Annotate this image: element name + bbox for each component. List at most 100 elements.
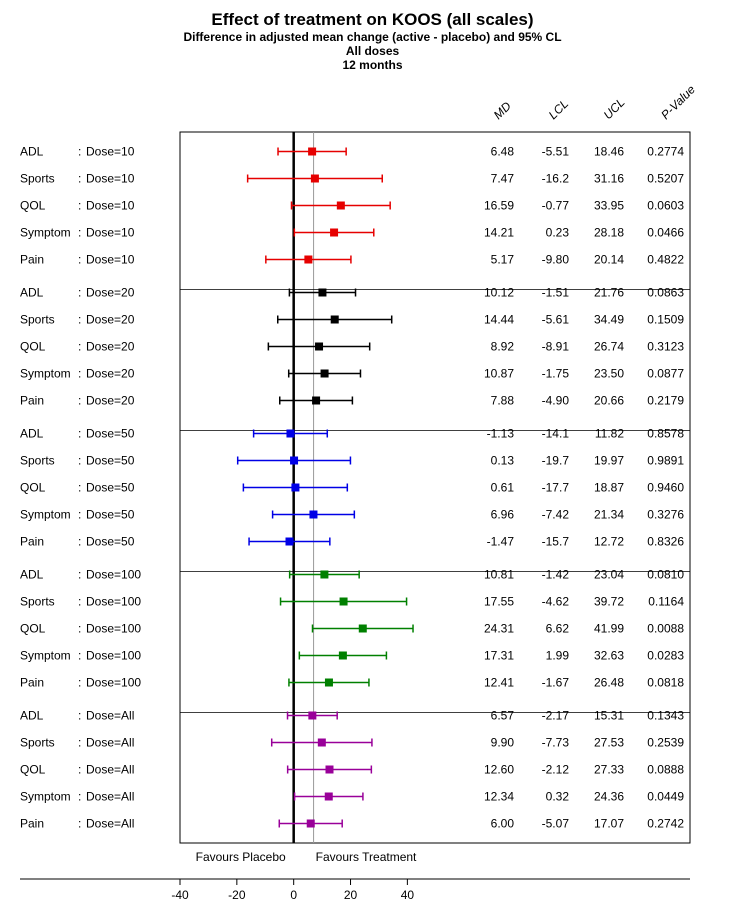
stat-value: 0.8578 [647,427,684,441]
row-scale-label: ADL [20,568,44,582]
stat-value: 0.0088 [647,622,684,636]
stat-value: 0.61 [491,481,515,495]
stat-value: -0.77 [542,199,570,213]
stat-value: 9.90 [491,736,515,750]
stat-value: 0.0603 [647,199,684,213]
stat-value: 20.66 [594,394,624,408]
stat-value: 17.31 [484,649,514,663]
stat-value: 0.0466 [647,226,684,240]
row-dose-label: Dose=10 [86,253,135,267]
x-tick-label: -20 [228,888,246,902]
row-scale-label: Symptom [20,649,71,663]
stat-value: -14.1 [542,427,570,441]
row-colon: : [78,427,81,441]
chart-title-sub3: 12 months [10,58,735,72]
row-dose-label: Dose=All [86,817,134,831]
stat-value: 18.87 [594,481,624,495]
row-scale-label: Sports [20,736,55,750]
row-scale-label: QOL [20,481,46,495]
row-dose-label: Dose=20 [86,367,135,381]
point-marker [325,766,333,774]
stat-value: -1.42 [542,568,570,582]
stat-value: 0.9891 [647,454,684,468]
stat-value: 28.18 [594,226,624,240]
stat-value: 0.0810 [647,568,684,582]
stat-value: 0.3123 [647,340,684,354]
point-marker [312,397,320,405]
stat-value: -4.62 [542,595,570,609]
point-marker [309,511,317,519]
stat-value: -1.75 [542,367,570,381]
stat-value: -9.80 [542,253,570,267]
stat-value: 14.44 [484,313,514,327]
stat-value: 0.1509 [647,313,684,327]
stat-value: 10.87 [484,367,514,381]
stat-value: 6.96 [491,508,515,522]
chart-title-sub2: All doses [10,44,735,58]
row-dose-label: Dose=100 [86,676,141,690]
stat-value: -1.67 [542,676,570,690]
point-marker [337,202,345,210]
point-marker [359,625,367,633]
column-header: MD [491,99,514,122]
row-dose-label: Dose=10 [86,145,135,159]
column-header: LCL [546,97,571,122]
stat-value: 1.99 [546,649,570,663]
stat-value: 6.00 [491,817,515,831]
row-scale-label: Symptom [20,790,71,804]
row-colon: : [78,394,81,408]
point-marker [325,679,333,687]
stat-value: 11.82 [595,427,624,441]
row-dose-label: Dose=10 [86,226,135,240]
row-colon: : [78,763,81,777]
row-colon: : [78,172,81,186]
row-scale-label: Sports [20,172,55,186]
stat-value: 0.5207 [647,172,684,186]
favours-left-label: Favours Placebo [196,850,286,864]
row-scale-label: Sports [20,313,55,327]
row-dose-label: Dose=50 [86,427,135,441]
stat-value: 0.0283 [647,649,684,663]
row-colon: : [78,676,81,690]
row-colon: : [78,145,81,159]
stat-value: 27.33 [594,763,624,777]
stat-value: -1.47 [487,535,515,549]
stat-value: -19.7 [542,454,570,468]
stat-value: 21.34 [594,508,624,522]
stat-value: 0.13 [491,454,515,468]
stat-value: 0.8326 [647,535,684,549]
row-scale-label: Sports [20,454,55,468]
stat-value: 23.50 [594,367,624,381]
stat-value: 5.17 [491,253,515,267]
stat-value: 0.2742 [647,817,684,831]
stat-value: 10.81 [484,568,514,582]
point-marker [290,457,298,465]
stat-value: 0.1164 [648,595,684,609]
row-dose-label: Dose=10 [86,199,135,213]
stat-value: -1.13 [487,427,515,441]
row-colon: : [78,508,81,522]
row-dose-label: Dose=100 [86,622,141,636]
point-marker [320,571,328,579]
stat-value: -2.12 [542,763,570,777]
stat-value: 12.34 [484,790,514,804]
point-marker [331,316,339,324]
column-header: UCL [601,95,628,122]
row-dose-label: Dose=100 [86,595,141,609]
row-colon: : [78,535,81,549]
stat-value: -7.73 [542,736,570,750]
stat-value: 34.49 [594,313,624,327]
stat-value: 6.57 [491,709,515,723]
row-scale-label: Pain [20,253,44,267]
row-dose-label: Dose=20 [86,286,135,300]
point-marker [315,343,323,351]
row-colon: : [78,790,81,804]
point-marker [286,430,294,438]
stat-value: 17.55 [484,595,514,609]
stat-value: 19.97 [594,454,624,468]
row-dose-label: Dose=50 [86,454,135,468]
row-dose-label: Dose=20 [86,313,135,327]
stat-value: 0.0888 [647,763,684,777]
stat-value: 39.72 [594,595,624,609]
row-colon: : [78,709,81,723]
